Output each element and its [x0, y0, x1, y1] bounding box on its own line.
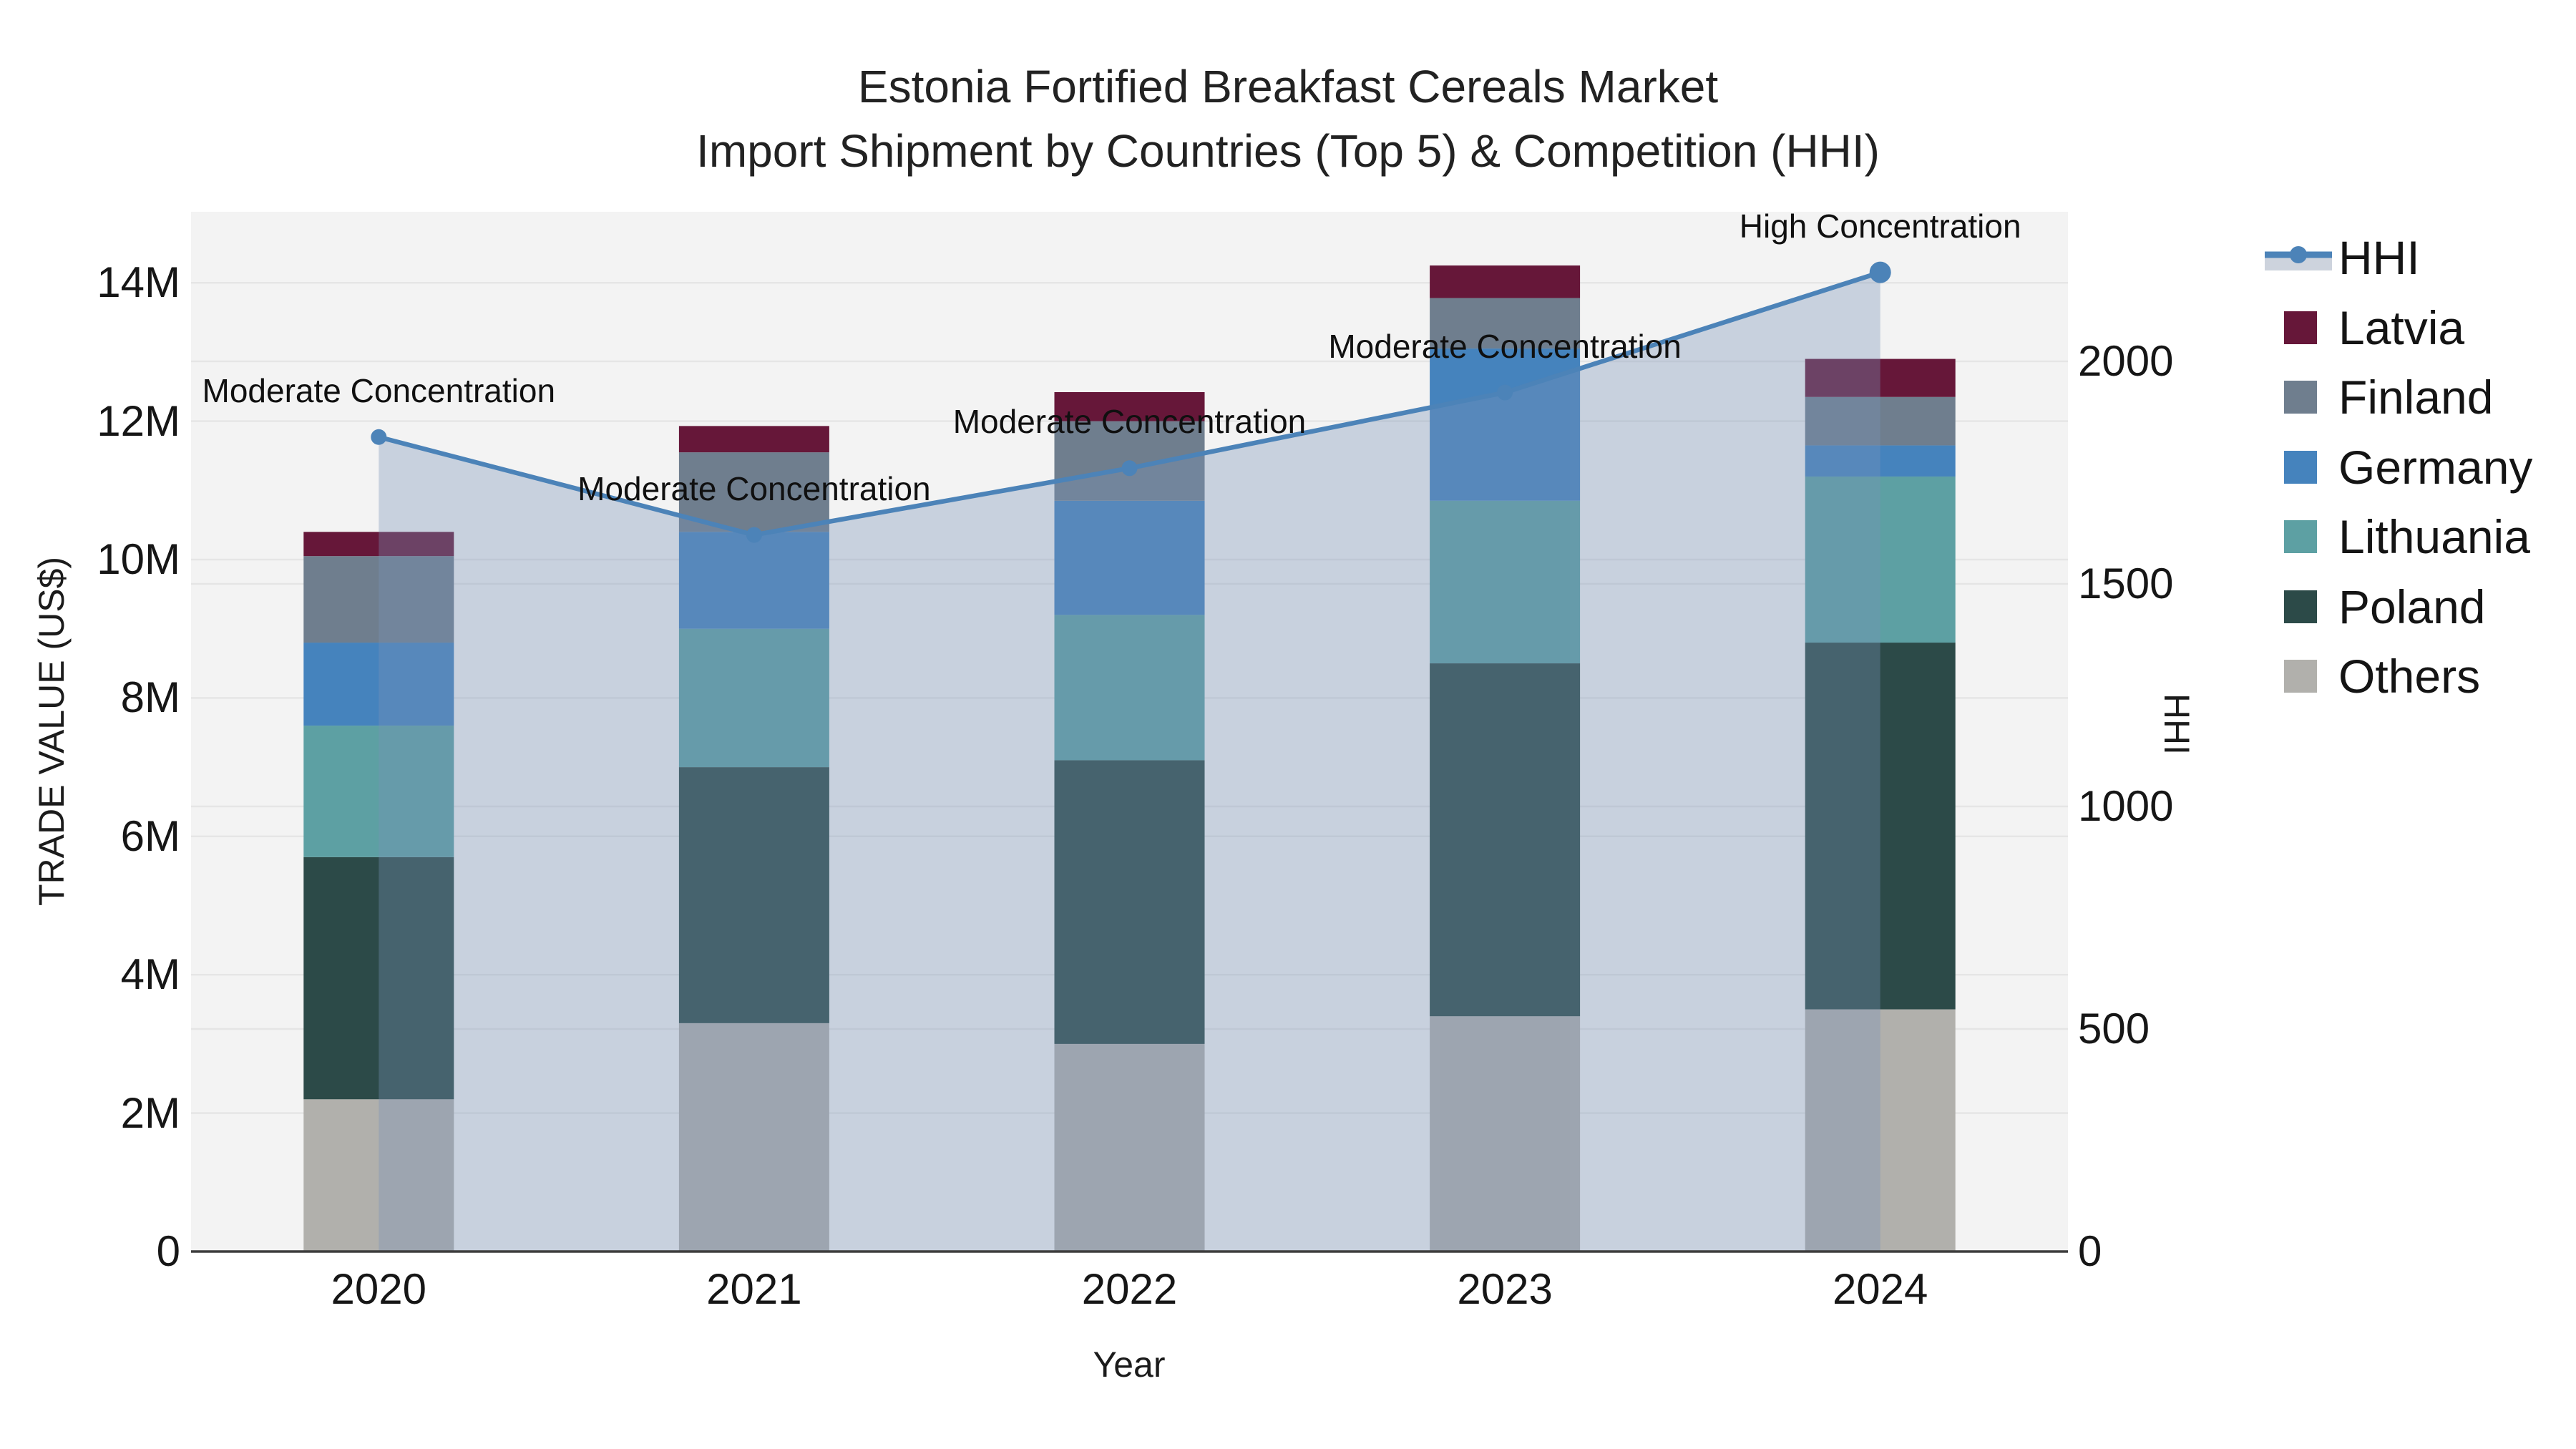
legend-swatch-lithuania[interactable]	[2284, 520, 2317, 553]
annotation-2020: Moderate Concentration	[202, 371, 556, 409]
bar-segment-2020-poland	[303, 857, 454, 1100]
bar-segment-2021-latvia	[678, 426, 829, 453]
left-axis-tick-2M: 2M	[120, 1088, 180, 1137]
bar-segment-2022-poland	[1054, 760, 1205, 1044]
bar-segment-2020-finland	[303, 556, 454, 643]
x-axis-tick-2021: 2021	[706, 1265, 802, 1313]
left-axis-tick-10M: 10M	[97, 535, 180, 583]
hhi-marker-2023	[1497, 384, 1513, 401]
x-axis-title: Year	[1093, 1345, 1166, 1385]
bar-segment-2021-others	[678, 1023, 829, 1252]
bar-segment-2024-others	[1805, 1009, 1956, 1252]
bar-segment-2021-poland	[678, 767, 829, 1023]
hhi-area-fill	[379, 272, 1880, 1252]
bar-segment-2024-latvia	[1805, 358, 1956, 397]
left-axis-tick-6M: 6M	[120, 811, 180, 860]
annotation-2021: Moderate Concentration	[577, 469, 931, 507]
legend-label-lithuania[interactable]: Lithuania	[2338, 510, 2530, 563]
left-axis-tick-4M: 4M	[120, 950, 180, 999]
left-axis-tick-14M: 14M	[97, 258, 180, 307]
bar-segment-2020-lithuania	[303, 726, 454, 857]
right-axis-tick-1000: 1000	[2078, 782, 2174, 830]
left-axis-tick-8M: 8M	[120, 673, 180, 722]
bar-segment-2022-lithuania	[1054, 615, 1205, 761]
legend-label-latvia[interactable]: Latvia	[2338, 301, 2465, 354]
chart-title-line2: Import Shipment by Countries (Top 5) & C…	[696, 125, 1880, 177]
bar-segment-2020-germany	[303, 643, 454, 726]
legend-label-germany[interactable]: Germany	[2338, 440, 2533, 494]
legend-swatch-finland[interactable]	[2284, 381, 2317, 414]
bar-segment-2022-germany	[1054, 500, 1205, 615]
x-axis-tick-2022: 2022	[1081, 1265, 1178, 1313]
hhi-marker-swatch	[2290, 246, 2307, 263]
hhi-marker-2021	[746, 527, 762, 543]
legend-label-finland[interactable]: Finland	[2338, 371, 2494, 424]
x-axis-tick-2023: 2023	[1457, 1265, 1553, 1313]
bar-segment-2023-lithuania	[1430, 500, 1581, 664]
legend-swatch-latvia[interactable]	[2284, 311, 2317, 344]
chart-title-line1: Estonia Fortified Breakfast Cereals Mark…	[857, 61, 1719, 112]
legend-swatch-others[interactable]	[2284, 660, 2317, 693]
bar-segment-2023-others	[1430, 1016, 1581, 1252]
legend-symbol-hhi[interactable]	[2263, 238, 2335, 278]
legend-label-hhi[interactable]: HHI	[2338, 231, 2420, 284]
bar-segment-2022-others	[1054, 1043, 1205, 1252]
hhi-marker-2022	[1121, 460, 1138, 477]
right-axis-tick-2000: 2000	[2078, 337, 2174, 385]
x-axis-tick-2020: 2020	[331, 1265, 427, 1313]
left-axis-tick-0: 0	[156, 1227, 180, 1275]
bar-segment-2020-others	[303, 1099, 454, 1252]
legend-label-others[interactable]: Others	[2338, 650, 2481, 703]
bar-segment-2021-finland	[678, 452, 829, 532]
annotation-2024: High Concentration	[1739, 207, 2021, 245]
bar-segment-2021-lithuania	[678, 628, 829, 768]
bar-segment-2024-finland	[1805, 396, 1956, 446]
bar-segment-2023-poland	[1430, 663, 1581, 1017]
legend-swatch-poland[interactable]	[2284, 590, 2317, 623]
bar-segment-2024-poland	[1805, 643, 1956, 1010]
left-axis-tick-12M: 12M	[97, 396, 180, 445]
legend-swatch-germany[interactable]	[2284, 450, 2317, 484]
right-axis-tick-0: 0	[2078, 1227, 2102, 1275]
legend-label-poland[interactable]: Poland	[2338, 580, 2486, 633]
bar-segment-2023-germany	[1430, 348, 1581, 501]
hhi-marker-2024	[1869, 261, 1891, 283]
right-axis-title: HHI	[2157, 693, 2197, 756]
bar-segment-2024-germany	[1805, 445, 1956, 477]
hhi-marker-2020	[371, 429, 387, 445]
bar-segment-2022-latvia	[1054, 391, 1205, 421]
x-axis-tick-2024: 2024	[1832, 1265, 1928, 1313]
annotation-2023: Moderate Concentration	[1328, 327, 1682, 365]
right-axis-tick-1500: 1500	[2078, 560, 2174, 608]
annotation-2022: Moderate Concentration	[952, 403, 1307, 441]
right-axis-tick-500: 500	[2078, 1005, 2150, 1053]
bar-segment-2023-finland	[1430, 298, 1581, 349]
bar-segment-2023-latvia	[1430, 265, 1581, 298]
bar-segment-2024-lithuania	[1805, 476, 1956, 643]
bar-segment-2021-germany	[678, 532, 829, 629]
bar-segment-2020-latvia	[303, 532, 454, 557]
